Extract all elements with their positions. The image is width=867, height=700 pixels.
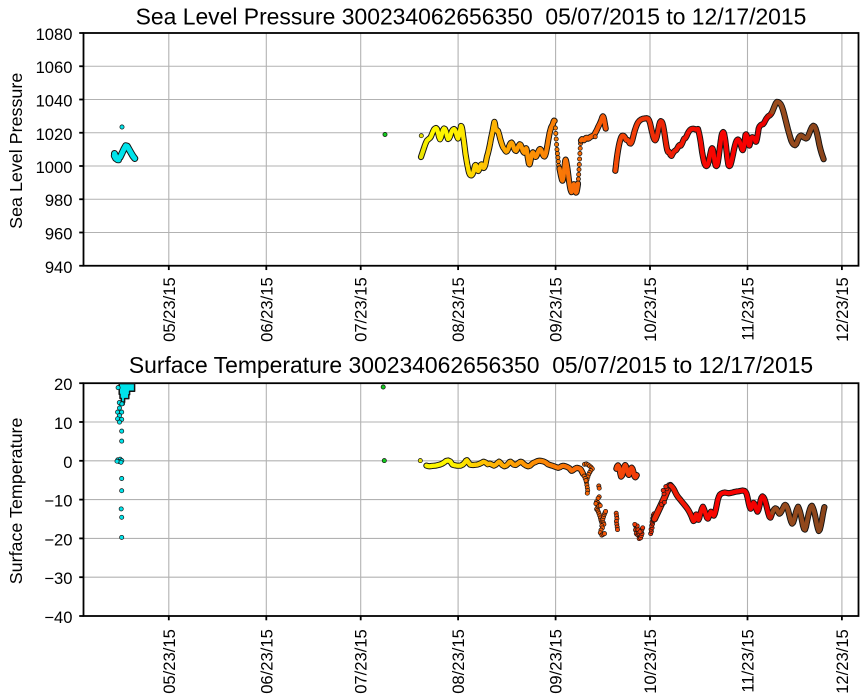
- svg-text:08/23/15: 08/23/15: [449, 277, 468, 342]
- svg-text:1020: 1020: [36, 125, 73, 144]
- svg-text:10/23/15: 10/23/15: [641, 629, 660, 694]
- svg-text:08/23/15: 08/23/15: [449, 629, 468, 694]
- svg-text:06/23/15: 06/23/15: [257, 629, 276, 694]
- svg-text:1060: 1060: [36, 58, 73, 77]
- svg-text:Surface Temperature: Surface Temperature: [6, 417, 26, 584]
- svg-text:11/23/15: 11/23/15: [739, 629, 758, 692]
- svg-text:05/23/15: 05/23/15: [160, 277, 179, 342]
- svg-text:Surface Temperature 3002340626: Surface Temperature 300234062656350 05/0…: [129, 352, 813, 378]
- svg-text:07/23/15: 07/23/15: [352, 629, 371, 694]
- svg-text:1000: 1000: [36, 158, 73, 177]
- svg-text:1080: 1080: [36, 25, 73, 44]
- svg-text:12/23/15: 12/23/15: [833, 629, 852, 694]
- svg-text:10/23/15: 10/23/15: [641, 277, 660, 342]
- svg-text:09/23/15: 09/23/15: [547, 629, 566, 694]
- svg-text:−20: −20: [44, 530, 72, 549]
- svg-text:Sea Level Pressure 30023406265: Sea Level Pressure 300234062656350 05/07…: [136, 4, 807, 30]
- svg-text:12/23/15: 12/23/15: [833, 277, 852, 342]
- svg-text:10: 10: [54, 414, 72, 433]
- svg-text:06/23/15: 06/23/15: [257, 277, 276, 342]
- svg-text:960: 960: [45, 225, 73, 244]
- svg-text:11/23/15: 11/23/15: [739, 277, 758, 340]
- svg-text:05/23/15: 05/23/15: [160, 629, 179, 694]
- svg-text:−10: −10: [44, 492, 72, 511]
- svg-text:940: 940: [45, 258, 73, 277]
- svg-text:1040: 1040: [36, 92, 73, 111]
- svg-text:−40: −40: [44, 608, 72, 627]
- svg-text:09/23/15: 09/23/15: [547, 277, 566, 342]
- svg-text:980: 980: [45, 191, 73, 210]
- svg-text:Sea Level Pressure: Sea Level Pressure: [6, 73, 26, 229]
- svg-text:07/23/15: 07/23/15: [352, 277, 371, 342]
- svg-text:−30: −30: [44, 569, 72, 588]
- svg-text:0: 0: [63, 453, 72, 472]
- svg-text:20: 20: [54, 375, 72, 394]
